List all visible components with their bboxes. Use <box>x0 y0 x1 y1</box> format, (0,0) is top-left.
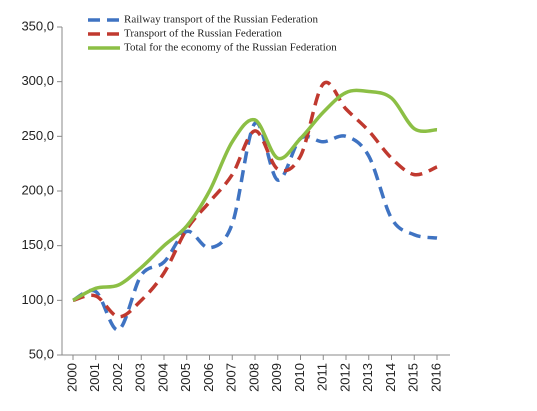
series-line <box>72 121 438 332</box>
x-tick-label: 2007 <box>224 363 239 392</box>
x-tick-label: 2004 <box>155 363 170 392</box>
x-tick-label: 2010 <box>292 363 307 392</box>
y-tick-label: 200,0 <box>21 182 54 197</box>
x-tick-label: 2001 <box>87 363 102 392</box>
legend-label: Railway transport of the Russian Federat… <box>124 14 318 26</box>
x-tick-label: 2009 <box>269 363 284 392</box>
x-tick-label: 2012 <box>337 363 352 392</box>
y-tick-label: 300,0 <box>21 73 54 88</box>
y-tick-label: 150,0 <box>21 237 54 252</box>
y-tick-label: 350,0 <box>21 18 54 33</box>
y-tick-label: 100,0 <box>21 292 54 307</box>
x-tick-label: 2013 <box>360 363 375 392</box>
y-tick-label: 50,0 <box>29 346 54 361</box>
legend-label: Transport of the Russian Federation <box>124 28 282 40</box>
x-tick-label: 2003 <box>133 363 148 392</box>
x-tick-label: 2011 <box>315 363 330 391</box>
x-tick-label: 2016 <box>428 363 443 392</box>
x-tick-label: 2015 <box>406 363 421 392</box>
series-line <box>72 80 438 319</box>
x-tick-label: 2002 <box>110 363 125 392</box>
x-tick-label: 2005 <box>178 363 193 392</box>
x-tick-label: 2008 <box>246 363 261 392</box>
y-tick-label: 250,0 <box>21 128 54 143</box>
legend-label: Total for the economy of the Russian Fed… <box>124 42 337 54</box>
x-tick-label: 2000 <box>64 363 79 392</box>
series-line <box>72 88 438 302</box>
x-tick-label: 2014 <box>383 363 398 392</box>
x-tick-label: 2006 <box>201 363 216 392</box>
